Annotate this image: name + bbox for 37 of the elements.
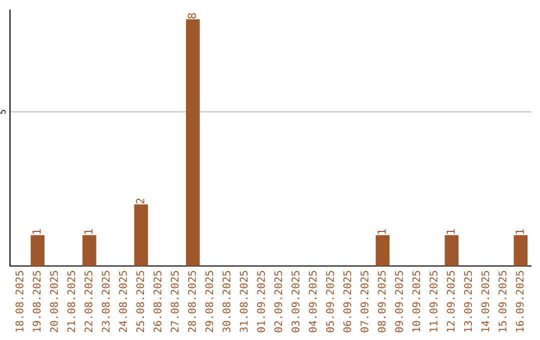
- x-tick-label: 21.08.2025: [67, 271, 76, 332]
- data-label: 1: [446, 229, 455, 234]
- x-tick-label: 29.08.2025: [205, 271, 214, 332]
- x-tick-label: 08.09.2025: [378, 271, 386, 332]
- x-tick-label: 20.08.2025: [50, 271, 58, 332]
- x-tick-label: 15.09.2025: [498, 271, 506, 332]
- x-tick-label: 01.09.2025: [257, 271, 265, 332]
- x-tick-label: 27.08.2025: [170, 271, 179, 332]
- x-tick-label: 06.09.2025: [343, 271, 352, 332]
- x-tick-label: 28.08.2025: [188, 271, 196, 332]
- x-tick-label: 10.09.2025: [412, 271, 420, 332]
- x-tick-label: 25.08.2025: [136, 271, 144, 332]
- x-tick-label: 02.09.2025: [274, 271, 282, 332]
- data-label: 1: [84, 229, 92, 234]
- x-tick-label: 30.08.2025: [222, 271, 230, 332]
- x-tick-label: 22.08.2025: [84, 271, 92, 332]
- data-label: 2: [136, 198, 144, 204]
- data-label: 1: [32, 229, 41, 234]
- x-tick-label: 26.08.2025: [154, 271, 162, 332]
- x-tick-label: 14.09.2025: [481, 271, 490, 332]
- data-label: 1: [516, 229, 524, 234]
- x-tick-label: 18.08.2025: [16, 271, 24, 332]
- x-tick-label: 16.09.2025: [516, 271, 524, 332]
- x-tick-label: 13.09.2025: [464, 271, 472, 332]
- x-tick-label: 19.08.2025: [32, 271, 41, 332]
- x-tick-label: 07.09.2025: [360, 271, 368, 332]
- data-label: 8: [188, 13, 196, 19]
- x-tick-label: 04.09.2025: [308, 271, 317, 332]
- x-tick-label: 23.08.2025: [102, 271, 110, 332]
- x-tick-label: 12.09.2025: [446, 271, 455, 332]
- x-tick-label: 09.09.2025: [395, 271, 403, 332]
- x-tick-label: 31.08.2025: [240, 271, 248, 332]
- x-tick-label: 24.08.2025: [119, 271, 127, 332]
- x-tick-label: 11.09.2025: [430, 271, 438, 332]
- data-label: 1: [378, 229, 386, 234]
- x-tick-label: 03.09.2025: [292, 271, 300, 332]
- x-tick-label: 05.09.2025: [326, 271, 334, 332]
